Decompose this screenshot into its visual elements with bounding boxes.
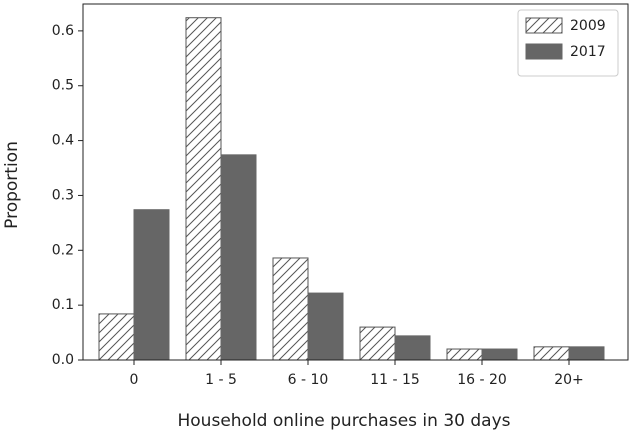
bar bbox=[272, 257, 309, 361]
bar bbox=[307, 292, 344, 361]
y-tick-label: 0.5 bbox=[52, 78, 74, 94]
plot-frame bbox=[82, 3, 629, 361]
y-tick-label: 0.3 bbox=[52, 187, 74, 203]
legend-label: 2017 bbox=[570, 44, 606, 60]
y-tick-label: 0.4 bbox=[52, 133, 74, 149]
legend-label: 2009 bbox=[570, 18, 606, 34]
bar bbox=[533, 346, 570, 361]
bar bbox=[98, 313, 135, 361]
y-axis-title: Proportion bbox=[2, 141, 22, 229]
y-tick-label: 0.2 bbox=[52, 242, 74, 258]
x-tick-label: 11 - 15 bbox=[370, 372, 420, 388]
y-tick-label: 0.1 bbox=[52, 297, 74, 313]
bar bbox=[568, 346, 605, 361]
bar bbox=[481, 348, 518, 361]
bar bbox=[185, 17, 222, 361]
legend-swatch bbox=[525, 43, 563, 60]
x-tick-label: 16 - 20 bbox=[457, 372, 507, 388]
y-tick-label: 0.0 bbox=[52, 352, 74, 368]
x-tick-label: 1 - 5 bbox=[205, 372, 237, 388]
x-tick-label: 20+ bbox=[554, 372, 584, 388]
x-axis-title: Household online purchases in 30 days bbox=[178, 411, 511, 431]
bar bbox=[133, 209, 170, 361]
bar bbox=[220, 154, 257, 361]
legend-swatch bbox=[525, 17, 563, 34]
bar bbox=[394, 335, 431, 361]
bar bbox=[446, 348, 483, 361]
x-tick-label: 0 bbox=[130, 372, 139, 388]
y-tick-label: 0.6 bbox=[52, 23, 74, 39]
bar bbox=[359, 326, 396, 361]
x-tick-label: 6 - 10 bbox=[288, 372, 329, 388]
